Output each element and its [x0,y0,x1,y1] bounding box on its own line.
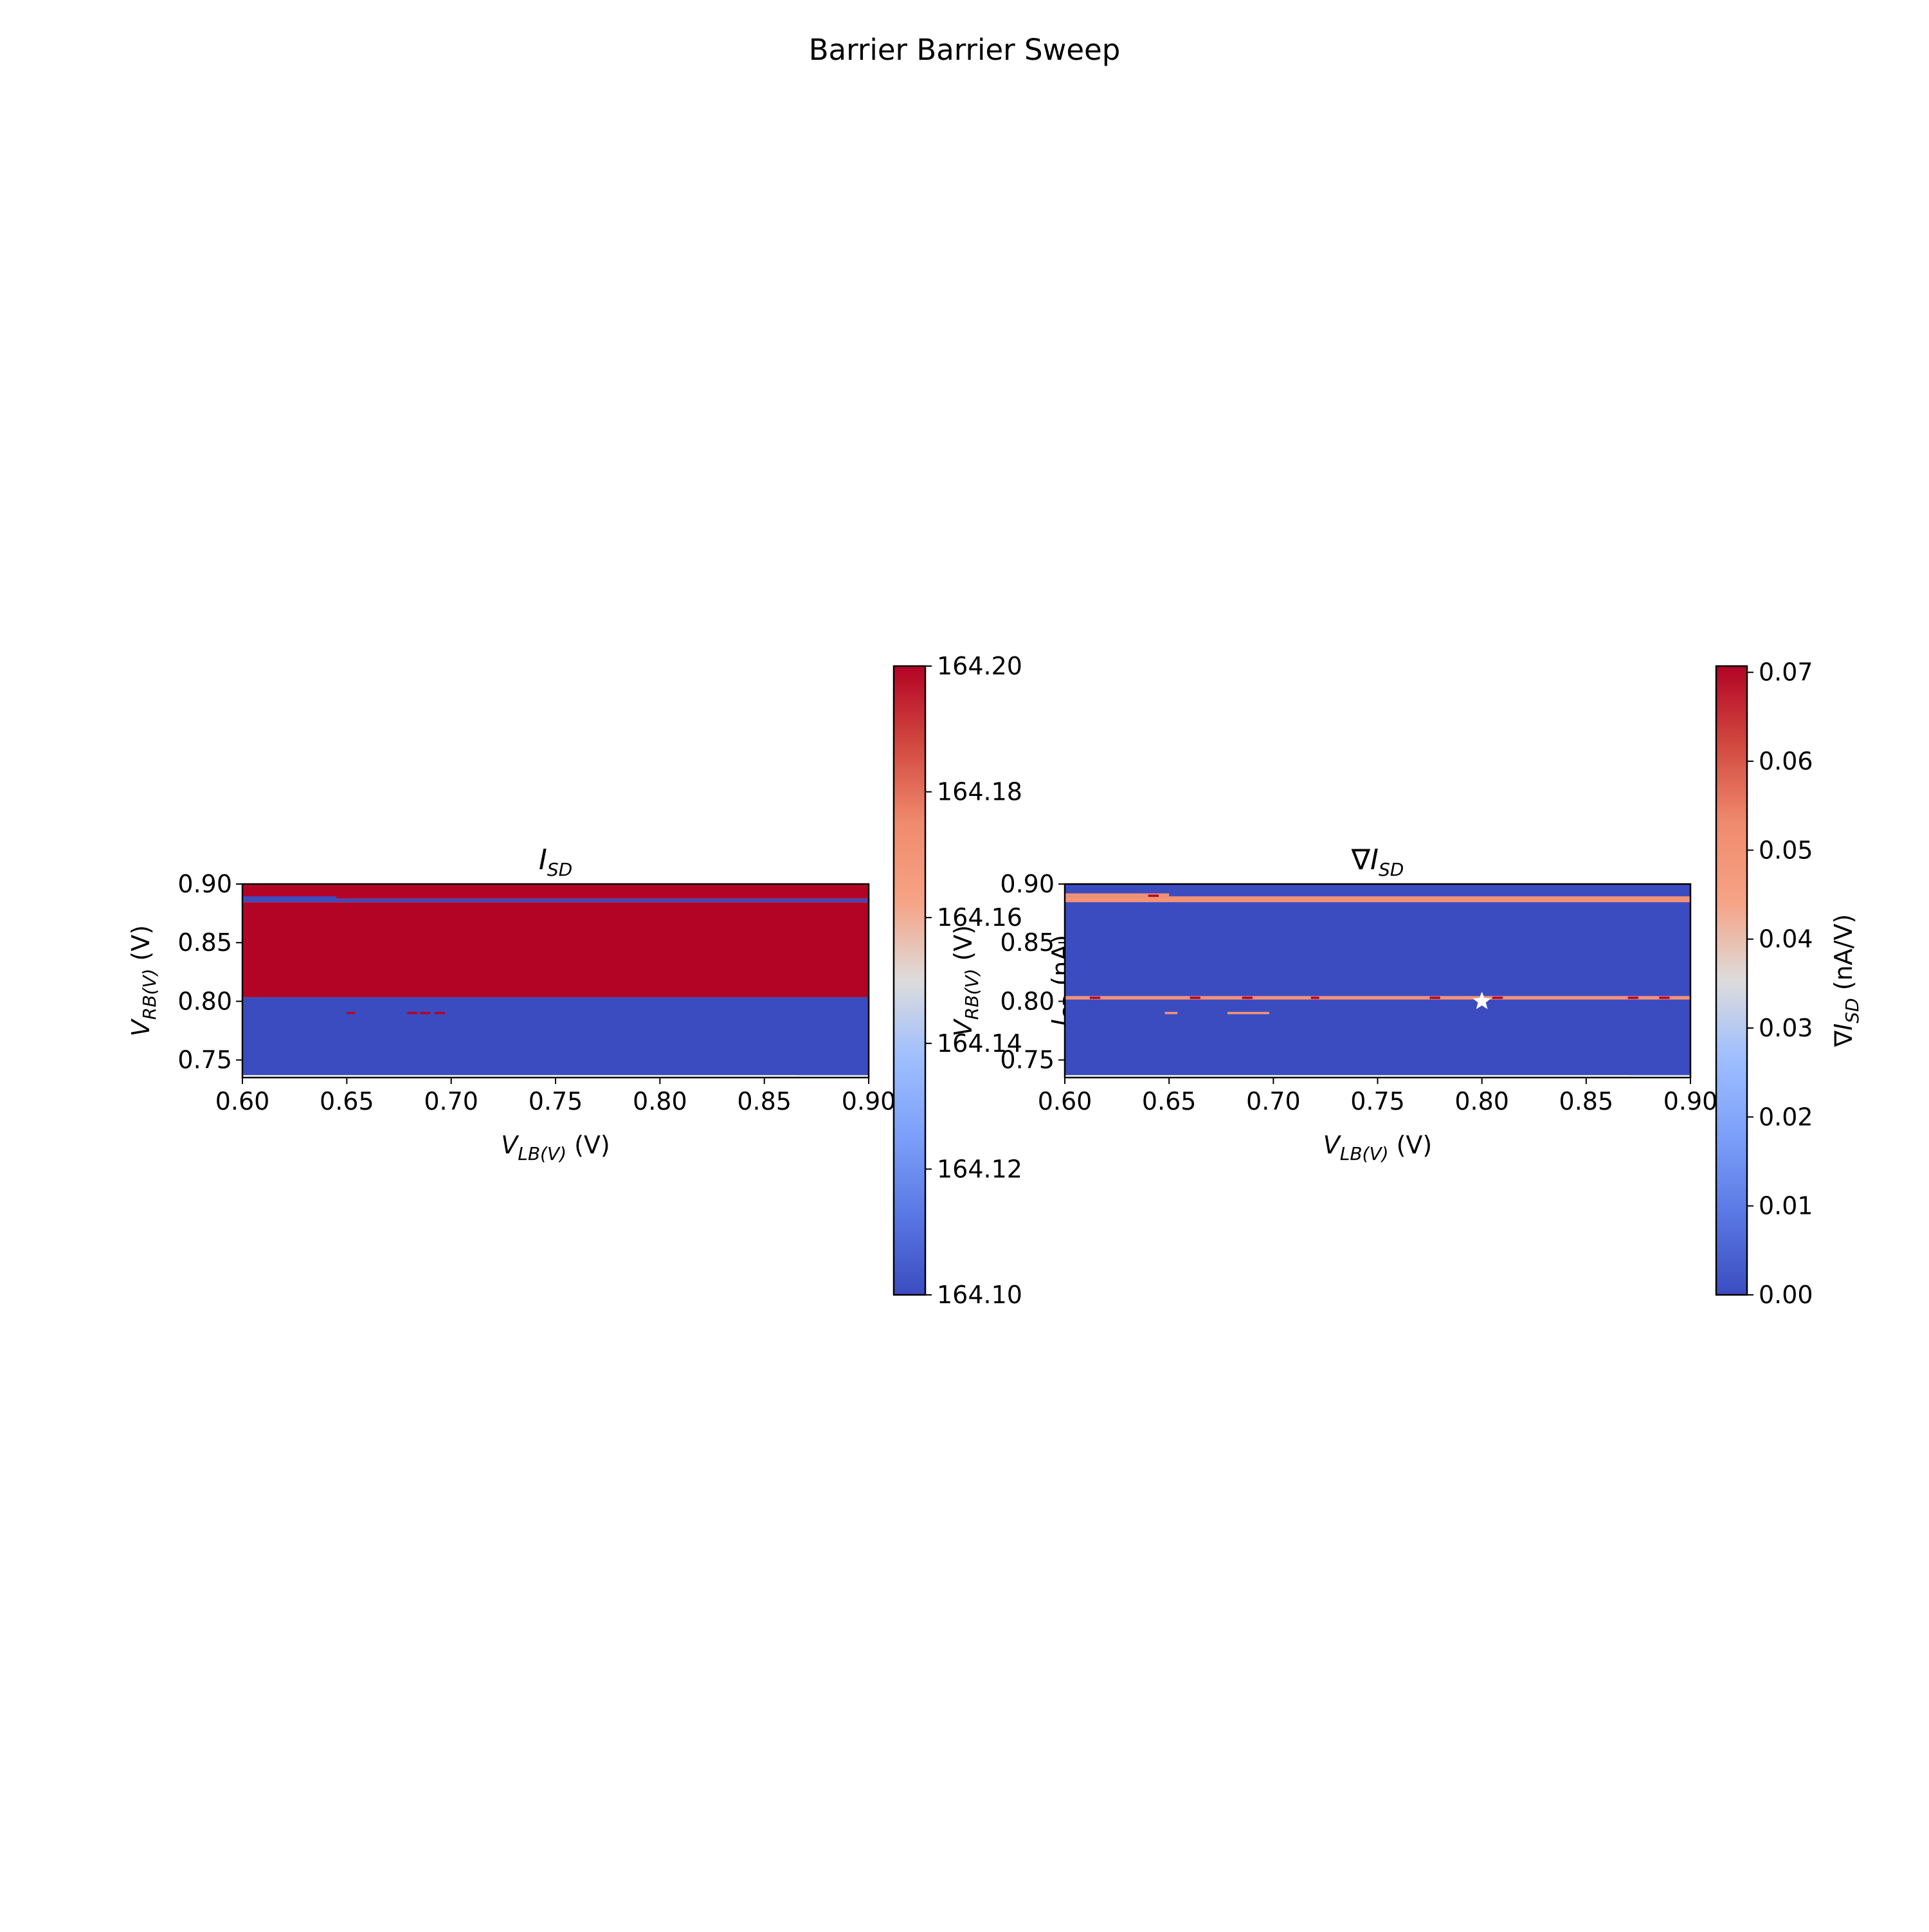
heatmap-cell [1065,1075,1628,1078]
heatmap-cell [1148,894,1159,898]
figure-suptitle: Barrier Barrier Sweep [809,33,1121,67]
colorbar-label: ∇ISD (nA/V) [1829,914,1863,1048]
plots-layer: ISD 0.60 0.65 0.70 0.75 0.80 0.85 0.90 0.75 0.80 0… [127,652,1863,1309]
heatmap-cell [1627,997,1638,999]
colorbar-tick-label: 0.03 [1759,1014,1813,1042]
y-tick-label: 0.85 [177,928,232,957]
heatmap-region [242,902,869,998]
x-tick-label: 0.85 [1559,1087,1614,1115]
x-tick-label: 0.60 [215,1087,270,1115]
x-tick-label: 0.65 [1142,1087,1197,1115]
heatmap-region [242,884,869,899]
heatmap-cell [1190,997,1200,999]
colorbar-tick-label: 164.10 [937,1281,1022,1309]
y-axis-label: VRB(V) (V) [127,925,160,1036]
colorbar-2: 0.00 0.01 0.02 0.03 0.04 0.05 0.06 0.07 ∇ISD (nA… [1715,658,1863,1309]
heatmap-region [242,898,869,903]
heatmap-cell [1065,893,1170,897]
x-tick-label: 0.90 [1663,1087,1718,1115]
x-tick-label: 0.60 [1038,1087,1092,1115]
heatmap-cell [347,1011,356,1015]
x-tick-label: 0.75 [1350,1087,1405,1115]
heatmap-region [1065,996,1690,1000]
heatmap-cell [1242,997,1253,999]
heatmap-cell [242,896,337,899]
subplot-title: ISD [539,844,572,880]
y-tick-label: 0.80 [1000,987,1055,1015]
colorbar-tick-label: 164.20 [937,652,1022,680]
x-tick-label: 0.65 [320,1087,374,1115]
colorbar-gradient [1716,666,1747,1295]
colorbar-tick-label: 0.02 [1759,1103,1813,1131]
colorbar-tick-label: 0.06 [1759,747,1813,775]
heatmap-region [1065,884,1690,1076]
colorbar-tick-label: 0.04 [1759,925,1813,953]
colorbar-frame [892,665,927,1296]
y-tick-label: 0.90 [177,870,232,898]
heatmap-region [1065,896,1690,903]
colorbar-1: 164.10164.12164.14164.16164.18164.20ISD … [892,652,1080,1309]
heatmap-cell [1492,997,1503,999]
star-marker [1472,991,1491,1009]
x-tick-label: 0.70 [1246,1087,1301,1115]
colorbar-tick-label: 0.00 [1759,1281,1813,1309]
y-tick-label: 0.75 [1000,1046,1055,1074]
colorbar-tick-label: 0.01 [1759,1192,1813,1220]
colorbar-tick-label: 0.05 [1759,836,1813,864]
subplot-2: ∇ISD 0.60 0.65 0.70 0.75 0.80 0.85 0.90 0.75 0.80… [949,658,1863,1309]
heatmap-cell [1089,997,1101,999]
colorbar-tick-label: 0.07 [1759,658,1813,687]
colorbar-tick-label: 164.14 [937,1029,1022,1058]
colorbar-frame [1715,665,1748,1296]
x-tick-label: 0.75 [529,1087,583,1115]
x-tick-label: 0.85 [737,1087,792,1115]
heatmap-cell [419,1011,431,1015]
x-tick-label: 0.90 [842,1087,896,1115]
heatmap-2 [1065,884,1690,1078]
x-tick-label: 0.80 [633,1087,687,1115]
x-axis-label: VLB(V) (V) [1323,1131,1433,1164]
y-tick-label: 0.85 [1000,928,1055,957]
heatmap-cell [407,1011,418,1015]
heatmap-cell [1164,1011,1178,1015]
heatmap-cell [434,1011,445,1015]
y-tick-label: 0.80 [177,987,232,1015]
heatmap-cell [242,1075,796,1078]
y-tick-label: 0.90 [1000,870,1055,898]
y-axis-label: VRB(V) (V) [949,925,983,1036]
x-tick-label: 0.70 [424,1087,478,1115]
heatmap-cell [1227,1011,1269,1015]
heatmap-region [242,997,869,1076]
colorbar-tick-label: 164.16 [937,903,1022,932]
subplot-title: ∇ISD [1351,844,1404,880]
heatmap-cell [1429,997,1440,999]
colorbar-gradient [894,666,925,1295]
heatmap-1 [242,884,869,1078]
heatmap-cell [1310,997,1319,999]
y-tick-label: 0.75 [177,1046,232,1074]
colorbar-tick-label: 164.18 [937,778,1022,806]
x-axis-label: VLB(V) (V) [501,1131,610,1164]
colorbar-tick-label: 164.12 [937,1155,1022,1183]
heatmap-cell [1659,997,1670,999]
subplot-1: ISD 0.60 0.65 0.70 0.75 0.80 0.85 0.90 0.75 0.80 0… [127,652,1080,1309]
x-tick-label: 0.80 [1454,1087,1509,1115]
